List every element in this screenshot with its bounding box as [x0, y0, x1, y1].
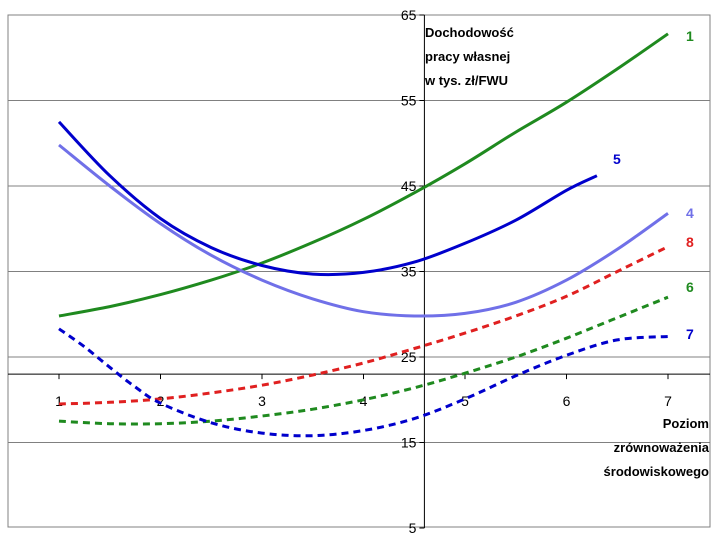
series-label-8: 8 [686, 234, 694, 250]
title-line-3: w tys. zł/FWU [424, 73, 508, 88]
gridlines [8, 100, 710, 443]
x-tick-label: 2 [157, 393, 165, 409]
series-label-4: 4 [686, 205, 694, 221]
x-tick-label: 6 [563, 393, 571, 409]
y-tick-label: 15 [401, 435, 417, 451]
y-tick-label: 65 [401, 7, 417, 23]
series-label-7: 7 [686, 326, 694, 342]
title-line-2: pracy własnej [425, 49, 510, 64]
x-tick-label: 7 [664, 393, 672, 409]
series-lines [57, 32, 669, 438]
y-tick-label: 55 [401, 93, 417, 109]
y-tick-label: 45 [401, 178, 417, 194]
chart-title: Dochodowość pracy własnej w tys. zł/FWU [424, 25, 514, 88]
x-tick-label: 5 [461, 393, 469, 409]
y-tick-label: 25 [401, 349, 417, 365]
series-label-6: 6 [686, 279, 694, 295]
series-line-5 [57, 120, 598, 277]
series-line-8 [58, 245, 669, 406]
series-label-1: 1 [686, 28, 694, 44]
title-line-1: Dochodowość [425, 25, 514, 40]
series-label-5: 5 [613, 151, 621, 167]
xlabel-line-2: zrównoważenia [614, 440, 710, 455]
series-line-7 [58, 327, 669, 438]
x-tick-label: 3 [258, 393, 266, 409]
series-line-6 [58, 295, 669, 426]
x-tick-label: 1 [55, 393, 63, 409]
y-tick-label: 35 [401, 264, 417, 280]
x-axis-title: Poziom zrównoważenia środowiskowego [604, 416, 710, 479]
series-labels: 1 5 4 8 6 7 [613, 28, 694, 342]
series-line-4 [58, 143, 669, 318]
xlabel-line-3: środowiskowego [604, 464, 710, 479]
y-tick-label: 5 [409, 520, 417, 533]
xlabel-line-1: Poziom [663, 416, 709, 431]
series-line-1 [58, 32, 669, 318]
axes [8, 14, 710, 529]
